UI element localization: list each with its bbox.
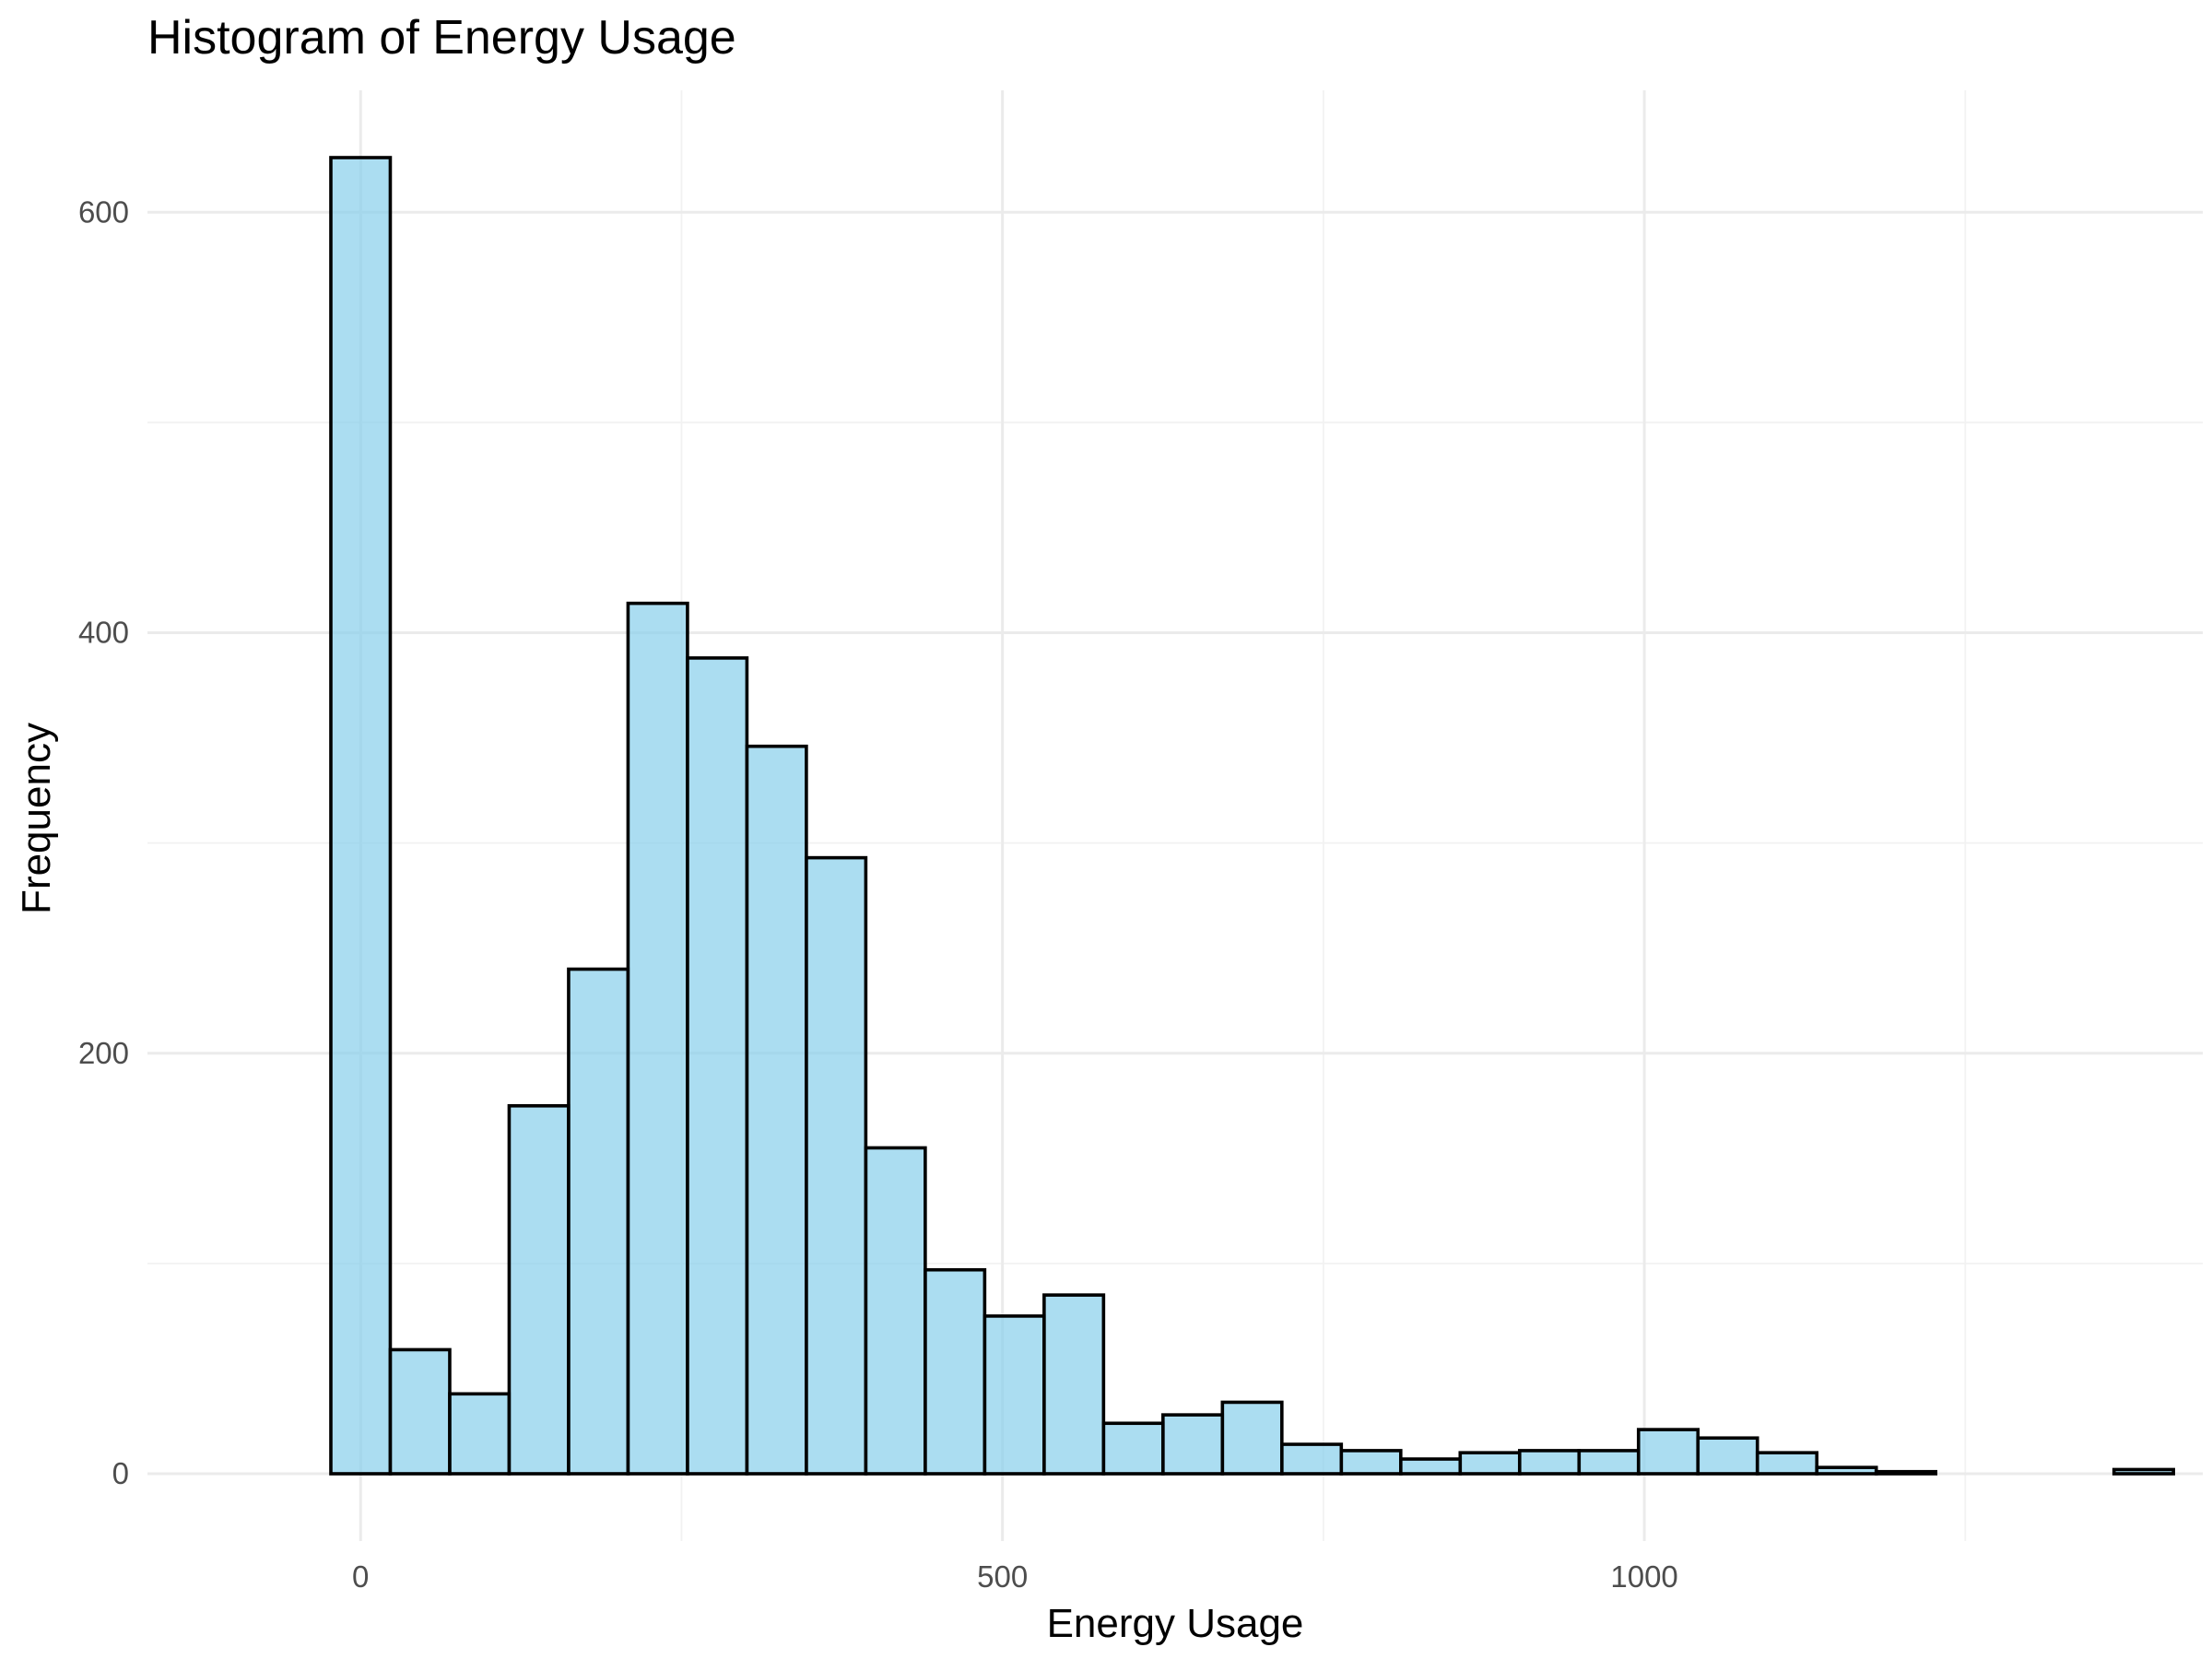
histogram-bar (1101, 1421, 1165, 1476)
x-tick-label: 1000 (1610, 1559, 1677, 1594)
histogram-bar (1577, 1449, 1641, 1476)
histogram-bar (2112, 1467, 2175, 1476)
y-tick-label: 200 (78, 1036, 129, 1070)
y-axis-ticks: 0 200 400 600 (78, 194, 129, 1490)
histogram-bar (1815, 1465, 1878, 1476)
y-axis-label: Frequency (14, 723, 59, 914)
histogram-bar (329, 156, 393, 1476)
histogram-bar (448, 1392, 512, 1476)
histogram-bar (567, 967, 630, 1476)
histogram-bar (1517, 1449, 1582, 1476)
histogram-bars (329, 156, 2175, 1476)
histogram-bar (1220, 1400, 1284, 1476)
histogram-bar (1874, 1469, 1938, 1476)
histogram-bar (982, 1314, 1046, 1476)
y-tick-label: 0 (112, 1456, 129, 1490)
histogram-bar (1280, 1442, 1344, 1476)
histogram-bar (1398, 1457, 1463, 1476)
histogram-bar (1636, 1428, 1700, 1476)
histogram-bar (507, 1104, 571, 1476)
x-tick-label: 0 (352, 1559, 369, 1594)
histogram-bar (388, 1347, 452, 1476)
histogram-bar (626, 601, 689, 1476)
histogram-bar (745, 744, 808, 1476)
histogram-bar (1339, 1449, 1403, 1476)
x-axis-ticks: 0 500 1000 (352, 1559, 1678, 1594)
x-tick-label: 500 (977, 1559, 1028, 1594)
histogram-bar (1042, 1293, 1106, 1476)
histogram-bar (1755, 1451, 1819, 1476)
histogram-bar (864, 1146, 927, 1476)
histogram-bar (805, 855, 868, 1476)
histogram-bar (924, 1267, 987, 1476)
chart-title: Histogram of Energy Usage (147, 11, 736, 65)
y-tick-label: 400 (78, 616, 129, 650)
grid-lines (147, 90, 2203, 1541)
y-tick-label: 600 (78, 194, 129, 229)
x-axis-label: Energy Usage (1047, 1601, 1304, 1646)
histogram-bar (1161, 1413, 1225, 1476)
histogram-bar (1696, 1436, 1759, 1476)
histogram-bar (1458, 1451, 1522, 1476)
histogram-bar (686, 656, 749, 1476)
